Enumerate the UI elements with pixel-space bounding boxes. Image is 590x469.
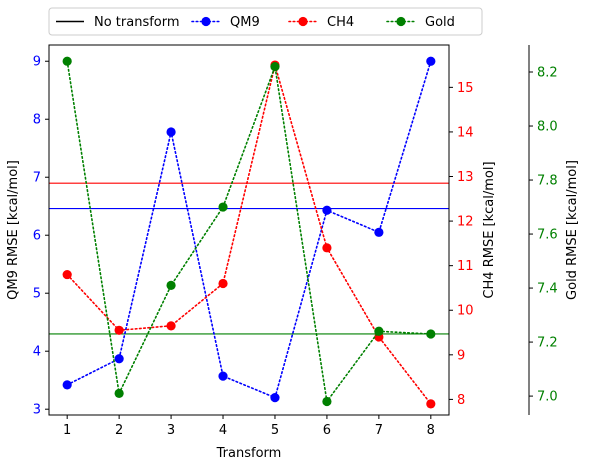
point-qm9-2 xyxy=(114,354,124,364)
point-gold-2 xyxy=(114,388,124,398)
legend-swatch-marker xyxy=(396,16,406,27)
ch4-axis-label: CH4 RMSE [kcal/mol] xyxy=(482,161,497,298)
series-line-gold xyxy=(66,60,432,404)
ch4-tick-label: 9 xyxy=(457,348,465,363)
legend-label: Gold xyxy=(425,15,455,30)
point-ch4-4 xyxy=(218,278,228,289)
x-tick-label: 1 xyxy=(63,423,71,438)
gold-tick-label: 8.2 xyxy=(537,66,558,81)
qm9-tick-label: 3 xyxy=(33,403,41,418)
point-qm9-1 xyxy=(62,380,72,390)
legend-swatch-marker xyxy=(298,16,308,27)
qm9-tick-label: 6 xyxy=(33,229,41,244)
point-gold-6 xyxy=(322,396,332,407)
point-gold-1 xyxy=(62,56,72,66)
point-qm9-3 xyxy=(166,127,176,137)
gold-tick-label: 7.0 xyxy=(537,390,558,405)
point-ch4-3 xyxy=(166,321,176,331)
legend-box xyxy=(48,7,483,36)
point-gold-3 xyxy=(166,280,176,290)
point-ch4-2 xyxy=(114,325,124,335)
ch4-tick-label: 8 xyxy=(457,393,465,408)
plot-area xyxy=(49,56,449,409)
point-gold-5 xyxy=(270,62,280,72)
gold-tick-label: 7.8 xyxy=(537,174,558,189)
qm9-tick-label: 4 xyxy=(33,345,41,360)
series-line-ch4 xyxy=(66,61,432,405)
plot-frame xyxy=(48,44,450,416)
x-tick-label: 4 xyxy=(219,423,227,438)
legend-label: CH4 xyxy=(327,15,354,30)
ch4-tick-label: 15 xyxy=(457,81,474,96)
gold-tick-label: 8.0 xyxy=(537,120,558,135)
series-line-qm9 xyxy=(66,60,432,399)
x-axis-label: Transform xyxy=(216,446,282,461)
legend: No transform QM9 CH4 Gold xyxy=(48,7,483,36)
qm9-tick-label: 8 xyxy=(33,113,41,128)
gold-axis-label: Gold RMSE [kcal/mol] xyxy=(565,160,580,300)
legend-label: QM9 xyxy=(230,15,260,30)
ch4-tick-label: 13 xyxy=(457,170,474,185)
point-ch4-1 xyxy=(62,269,72,280)
qm9-tick-label: 7 xyxy=(33,171,41,186)
point-gold-7 xyxy=(374,326,384,336)
ch4-tick-label: 11 xyxy=(457,259,474,274)
x-tick-label: 2 xyxy=(115,423,123,438)
point-ch4-8 xyxy=(426,399,436,409)
x-tick-label: 3 xyxy=(167,423,175,438)
point-qm9-5 xyxy=(270,393,280,403)
point-ch4-6 xyxy=(322,243,332,253)
x-tick-label: 8 xyxy=(427,423,435,438)
point-qm9-8 xyxy=(426,56,436,66)
legend-label: No transform xyxy=(94,15,180,30)
x-tick-label: 6 xyxy=(323,423,331,438)
ch4-tick-label: 14 xyxy=(457,125,474,140)
x-tick-label: 5 xyxy=(271,423,279,438)
qm9-tick-label: 5 xyxy=(33,287,41,302)
ch4-tick-label: 12 xyxy=(457,215,474,230)
point-qm9-7 xyxy=(374,227,384,237)
point-qm9-4 xyxy=(218,371,228,381)
x-tick-label: 7 xyxy=(375,423,383,438)
point-qm9-6 xyxy=(322,205,332,215)
point-gold-4 xyxy=(218,202,228,212)
gold-tick-label: 7.2 xyxy=(537,336,558,351)
ch4-tick-label: 10 xyxy=(457,304,474,319)
legend-swatch-marker xyxy=(201,16,211,27)
point-gold-8 xyxy=(426,329,436,339)
gold-tick-label: 7.4 xyxy=(537,282,558,297)
qm9-axis-label: QM9 RMSE [kcal/mol] xyxy=(6,160,21,300)
qm9-tick-label: 9 xyxy=(33,55,41,70)
gold-tick-label: 7.6 xyxy=(537,228,558,243)
